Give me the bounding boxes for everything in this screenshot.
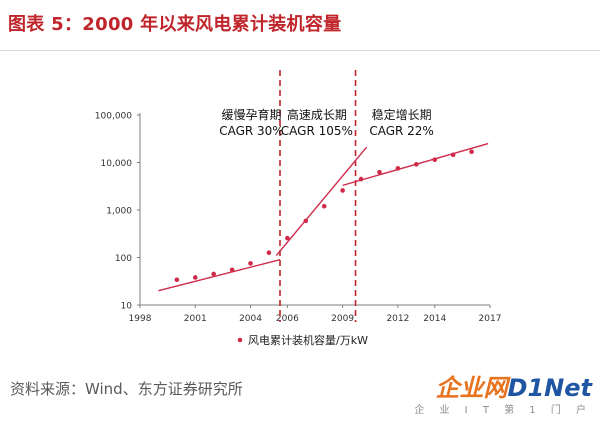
phase-cagr: CAGR 105% bbox=[281, 124, 353, 138]
watermark-tagline: 企 业 I T 第 1 门 户 bbox=[414, 405, 592, 416]
y-tick-label: 10,000 bbox=[101, 159, 133, 169]
data-point bbox=[432, 157, 438, 162]
data-point bbox=[358, 176, 364, 182]
phase-name: 稳定增长期 bbox=[372, 107, 432, 122]
data-point bbox=[377, 169, 382, 175]
data-point bbox=[285, 235, 290, 241]
trend-line bbox=[158, 258, 281, 292]
x-tick-label: 2009 bbox=[331, 314, 354, 324]
x-tick-label: 2004 bbox=[239, 314, 262, 324]
data-point bbox=[395, 166, 401, 171]
data-point bbox=[229, 267, 235, 273]
y-tick-label: 10 bbox=[121, 302, 133, 312]
x-tick-label: 2014 bbox=[423, 314, 446, 324]
phase-name: 缓慢孕育期 bbox=[221, 107, 281, 122]
phase-cagr: CAGR 22% bbox=[369, 124, 434, 138]
y-tick-label: 100 bbox=[115, 254, 132, 264]
x-tick-label: 2017 bbox=[479, 314, 502, 324]
data-point bbox=[192, 275, 198, 280]
data-point bbox=[414, 162, 419, 167]
x-tick-label: 1998 bbox=[129, 314, 152, 324]
source-note: 资料来源：Wind、东方证券研究所 bbox=[10, 380, 243, 398]
x-tick-label: 2006 bbox=[276, 314, 299, 324]
title-divider bbox=[0, 50, 600, 51]
watermark-brand-net: D1Net bbox=[507, 374, 592, 402]
x-tick-label: 2012 bbox=[386, 314, 409, 324]
watermark-logo: 企业网D1Net 企 业 I T 第 1 门 户 bbox=[414, 375, 592, 416]
data-point bbox=[303, 218, 309, 224]
y-tick-label: 100,000 bbox=[95, 112, 132, 122]
data-point bbox=[450, 152, 456, 158]
data-point bbox=[321, 203, 327, 209]
watermark-brand: 企业网 bbox=[435, 374, 508, 402]
data-point bbox=[266, 250, 272, 256]
x-tick-label: 2001 bbox=[184, 314, 207, 324]
phase-name: 高速成长期 bbox=[287, 107, 347, 122]
phase-cagr: CAGR 30% bbox=[219, 124, 284, 138]
data-point bbox=[174, 277, 180, 283]
data-point bbox=[340, 188, 345, 193]
legend-label: 风电累计装机容量/万kW bbox=[248, 333, 368, 347]
chart-title: 图表 5：2000 年以来风电累计装机容量 bbox=[8, 14, 342, 35]
data-point bbox=[248, 261, 253, 266]
trend-line bbox=[275, 146, 368, 256]
data-point bbox=[469, 149, 474, 155]
y-tick-label: 1,000 bbox=[106, 207, 132, 217]
data-point bbox=[211, 271, 216, 277]
legend-marker bbox=[237, 337, 243, 343]
